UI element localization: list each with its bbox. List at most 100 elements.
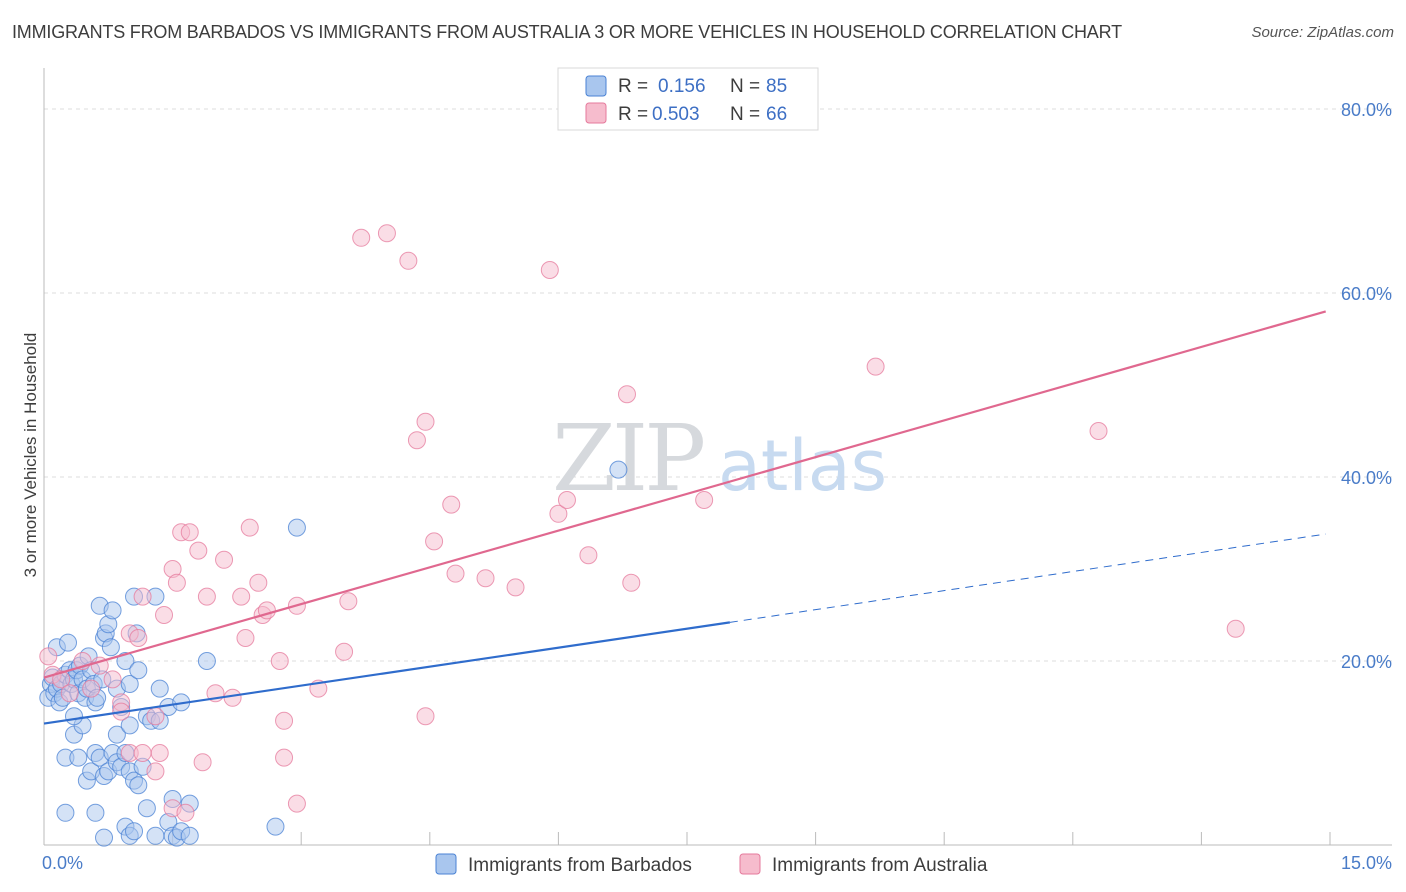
point-australia	[506, 578, 525, 597]
source-credit: Source: ZipAtlas.com	[1251, 24, 1394, 41]
point-australia	[103, 670, 122, 689]
point-australia	[189, 541, 208, 560]
legend-r-label-australia: R =	[618, 104, 648, 125]
point-australia	[52, 670, 71, 689]
point-barbados	[59, 633, 78, 652]
point-australia	[695, 491, 714, 509]
point-australia	[287, 794, 306, 813]
point-australia	[146, 707, 165, 726]
point-australia	[476, 569, 495, 588]
point-australia	[146, 762, 165, 781]
point-australia	[557, 491, 576, 509]
point-australia	[167, 573, 186, 592]
point-australia	[236, 629, 255, 647]
point-australia	[1089, 422, 1108, 440]
point-barbados	[129, 661, 148, 680]
point-australia	[275, 748, 294, 767]
point-barbados	[107, 725, 126, 744]
point-australia	[223, 688, 242, 707]
point-australia	[82, 679, 101, 698]
point-australia	[416, 707, 435, 726]
point-australia	[197, 587, 216, 606]
legend-r-label-barbados: R =	[618, 76, 648, 97]
point-australia	[39, 647, 58, 666]
point-australia	[617, 385, 636, 404]
trend-line-barbados-extension	[729, 533, 1326, 623]
point-barbados	[69, 748, 88, 767]
bottom-legend: Immigrants from Barbados Immigrants from…	[435, 853, 988, 876]
bottom-legend-swatch-barbados	[435, 853, 457, 875]
point-barbados	[129, 776, 148, 795]
point-barbados	[86, 803, 105, 822]
trend-line-barbados	[43, 621, 731, 725]
point-australia	[579, 546, 598, 565]
point-barbados	[146, 826, 165, 845]
legend: R = 0.156 N = 85 R = 0.503 N = 66	[557, 67, 819, 131]
point-australia	[270, 652, 289, 670]
chart-title: IMMIGRANTS FROM BARBADOS VS IMMIGRANTS F…	[12, 22, 1122, 42]
point-australia	[549, 504, 568, 523]
point-australia	[446, 564, 465, 583]
point-barbados	[609, 460, 628, 479]
point-australia	[407, 431, 426, 450]
point-barbados	[120, 716, 139, 735]
x-tick-label-min: 0.0%	[42, 853, 83, 873]
trend-lines	[43, 310, 1327, 725]
point-barbados	[197, 652, 216, 670]
bottom-legend-swatch-australia	[739, 853, 761, 875]
point-australia	[335, 642, 354, 661]
point-australia	[425, 532, 444, 551]
point-australia	[249, 573, 268, 592]
point-australia	[442, 495, 461, 514]
point-australia	[240, 518, 259, 537]
legend-n-barbados: 85	[766, 76, 787, 97]
bottom-legend-label-australia: Immigrants from Australia	[772, 855, 988, 876]
point-barbados	[103, 601, 122, 620]
point-australia	[215, 550, 234, 569]
y-tick-label-40: 40.0%	[1341, 468, 1392, 488]
point-barbados	[125, 822, 144, 841]
point-australia	[399, 251, 418, 270]
legend-r-australia: 0.503	[652, 104, 700, 125]
legend-swatch-barbados	[585, 75, 607, 97]
point-australia	[176, 803, 195, 822]
point-australia	[129, 629, 148, 647]
point-barbados	[150, 679, 169, 698]
point-barbados	[65, 707, 84, 726]
point-barbados	[120, 675, 139, 693]
point-australia	[133, 744, 152, 762]
y-tick-label-60: 60.0%	[1341, 284, 1392, 304]
legend-swatch-australia	[585, 102, 607, 124]
point-australia	[60, 684, 79, 703]
point-australia	[275, 711, 294, 730]
point-barbados	[116, 652, 135, 670]
legend-n-label-barbados: N =	[730, 76, 760, 97]
bottom-legend-label-barbados: Immigrants from Barbados	[468, 855, 692, 876]
trend-line-australia	[43, 310, 1327, 679]
point-australia	[352, 228, 371, 247]
point-australia	[193, 753, 212, 772]
point-australia	[180, 523, 199, 542]
legend-n-australia: 66	[766, 104, 787, 125]
point-australia	[416, 412, 435, 431]
legend-r-barbados: 0.156	[658, 76, 706, 97]
x-tick-label-max: 15.0%	[1341, 853, 1392, 873]
point-australia	[377, 224, 396, 243]
point-australia	[133, 587, 152, 606]
point-australia	[339, 592, 358, 611]
gridlines	[44, 108, 1392, 662]
point-barbados	[56, 803, 75, 822]
point-barbados	[95, 828, 114, 847]
point-australia	[232, 587, 251, 606]
y-tick-label-20: 20.0%	[1341, 652, 1392, 672]
y-axis-label: 3 or more Vehicles in Household	[21, 333, 40, 578]
watermark-zip: ZIP	[552, 405, 703, 512]
point-australia	[622, 573, 641, 592]
point-barbados	[180, 826, 199, 845]
point-australia	[150, 744, 169, 762]
point-australia	[866, 357, 885, 376]
tick-labels: 20.0% 40.0% 60.0% 80.0% 0.0% 15.0%	[42, 100, 1392, 873]
point-barbados	[266, 817, 285, 836]
point-australia	[155, 606, 174, 624]
